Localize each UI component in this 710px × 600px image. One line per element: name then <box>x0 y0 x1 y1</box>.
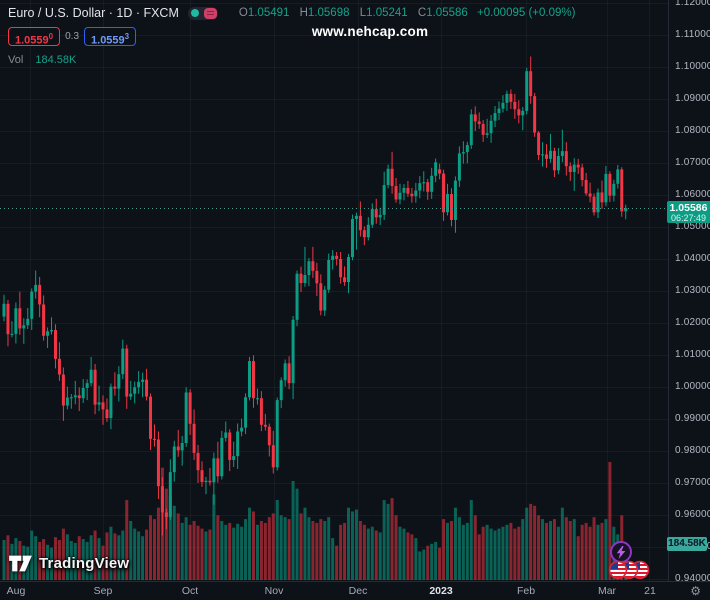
volume-label: Vol <box>8 54 24 66</box>
price-tick: 1.12000 <box>675 0 710 8</box>
tradingview-logo[interactable]: TradingView <box>8 553 129 574</box>
close-label: C <box>417 7 427 19</box>
bar-countdown: 06:27:49 <box>670 213 707 223</box>
time-tick: Nov <box>264 585 284 597</box>
time-tick: Feb <box>516 585 536 597</box>
high-value: 1.05698 <box>307 7 350 19</box>
flag-badges-icon[interactable] <box>608 560 650 585</box>
spread-value: 0.3 <box>65 31 80 42</box>
price-tick: 1.07000 <box>675 157 710 168</box>
price-tick: 1.02000 <box>675 317 710 328</box>
chart-header: Euro / U.S. Dollar · 1D · FXCM O1.05491 … <box>8 6 575 66</box>
price-axis[interactable]: 1.12000 1.11000 1.10000 1.09000 1.08000 1.070… <box>668 0 710 584</box>
toggle-menu-icon <box>203 7 217 19</box>
tradingview-logo-text: TradingView <box>39 555 130 572</box>
volume-value: 184.58K <box>35 54 77 66</box>
price-tick: 1.04000 <box>675 253 710 264</box>
price-tick: 0.99000 <box>675 413 710 424</box>
change-value: +0.00095 (+0.09%) <box>476 7 576 19</box>
buy-price-button[interactable]: 1.05593 <box>84 27 137 47</box>
low-label: L <box>359 7 367 19</box>
time-tick: 21 <box>644 585 656 597</box>
sell-price-button[interactable]: 1.05590 <box>8 27 61 47</box>
price-tick: 1.08000 <box>675 125 710 136</box>
current-price-value: 1.05586 <box>669 202 708 214</box>
time-axis[interactable]: ⚙ Aug Sep Oct Nov Dec 2023 Feb Mar 21 <box>0 581 710 600</box>
price-tick: 0.97000 <box>675 477 710 488</box>
price-tick: 1.01000 <box>675 349 710 360</box>
settings-gear-icon[interactable]: ⚙ <box>690 584 701 598</box>
price-tick: 1.11000 <box>675 29 710 40</box>
price-tick: 1.06000 <box>675 189 710 200</box>
price-tick: 1.00000 <box>675 381 710 392</box>
price-tick: 0.94000 <box>675 573 710 584</box>
price-tick: 0.96000 <box>675 509 710 520</box>
open-label: O <box>238 7 248 19</box>
time-tick: Aug <box>6 585 26 597</box>
high-label: H <box>299 7 308 19</box>
price-tick: 1.05000 <box>675 221 710 232</box>
time-tick: Mar <box>597 585 617 597</box>
current-price-label: 1.05586 06:27:49 <box>667 201 710 223</box>
tradingview-mark-icon <box>8 553 33 574</box>
time-tick: 2023 <box>429 585 453 597</box>
symbol-toggle[interactable] <box>187 6 218 20</box>
price-tick: 0.98000 <box>675 445 710 456</box>
price-tick: 1.10000 <box>675 61 710 72</box>
close-value: 1.05586 <box>426 7 468 19</box>
toggle-dot-icon <box>190 9 199 17</box>
watermark-link[interactable]: www.nehcap.com <box>311 24 429 39</box>
symbol-title[interactable]: Euro / U.S. Dollar · 1D · FXCM <box>8 6 179 20</box>
ohlc-readout: O1.05491 H1.05698 L1.05241 C1.05586 +0.0… <box>232 7 576 19</box>
chart-canvas[interactable] <box>0 0 668 581</box>
time-tick: Oct <box>181 585 199 597</box>
price-tick: 1.03000 <box>675 285 710 296</box>
volume-axis-label: 184.58K <box>667 537 707 551</box>
low-value: 1.05241 <box>366 7 408 19</box>
open-value: 1.05491 <box>247 7 290 19</box>
price-tick: 1.09000 <box>675 93 710 104</box>
time-tick: Dec <box>348 585 368 597</box>
time-tick: Sep <box>93 585 113 597</box>
